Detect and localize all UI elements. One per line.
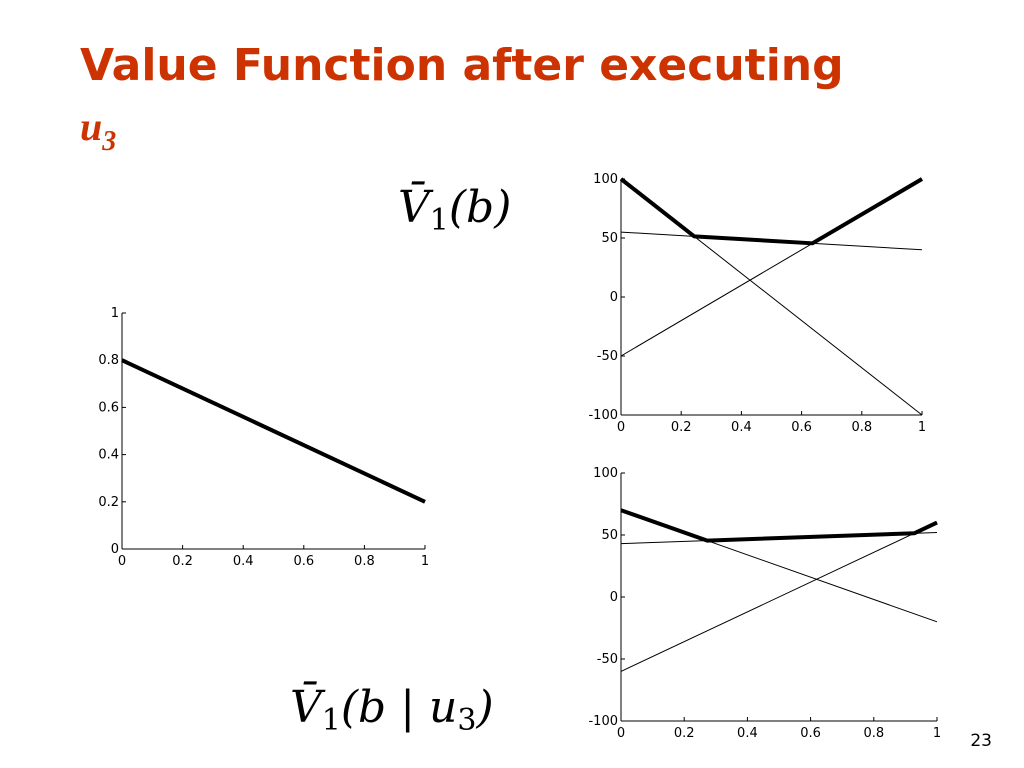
math-part: (b | u <box>341 682 457 733</box>
line <box>619 177 924 246</box>
x-tick-label: 0.4 <box>731 420 752 435</box>
math-part: V̄ <box>290 680 326 733</box>
subscript: 1 <box>322 703 341 738</box>
y-tick-label: 0.8 <box>98 353 119 368</box>
line <box>121 358 426 504</box>
x-tick-label: 0.2 <box>172 554 193 569</box>
x-tick-label: 1 <box>421 554 429 569</box>
x-tick-label: 0.4 <box>737 726 758 741</box>
line <box>620 522 938 672</box>
symbol: u <box>80 104 102 149</box>
y-tick-label: 0 <box>610 590 618 605</box>
x-tick-label: 0 <box>118 554 126 569</box>
x-tick-label: 0.6 <box>791 420 812 435</box>
symbol-subscript: 3 <box>101 126 116 157</box>
subscript: 3 <box>457 703 476 738</box>
y-tick-label: 0.2 <box>98 495 119 510</box>
math-part: (b) <box>449 182 512 233</box>
math-part: V̄ <box>398 180 434 233</box>
x-tick-label: 0.6 <box>800 726 821 741</box>
y-tick-label: 50 <box>601 528 618 543</box>
x-tick-label: 0.6 <box>293 554 314 569</box>
y-tick-label: 100 <box>593 466 618 481</box>
y-tick-label: -50 <box>597 349 618 364</box>
x-tick-label: 0.8 <box>851 420 872 435</box>
y-tick-label: 0 <box>610 290 618 305</box>
line <box>620 508 938 543</box>
x-tick-label: 1 <box>918 420 926 435</box>
y-tick-label: 100 <box>593 172 618 187</box>
y-tick-label: 0 <box>111 542 119 557</box>
y-tick-label: -50 <box>597 652 618 667</box>
x-tick-label: 0.8 <box>354 554 375 569</box>
y-tick-label: -100 <box>588 714 618 729</box>
y-tick-label: -100 <box>588 408 618 423</box>
x-tick-label: 0 <box>617 420 625 435</box>
math-part: ) <box>475 682 493 733</box>
x-tick-label: 0.2 <box>674 726 695 741</box>
title-symbol: u3 <box>80 104 116 157</box>
x-tick-label: 0.8 <box>863 726 884 741</box>
y-tick-label: 1 <box>111 306 119 321</box>
x-tick-label: 1 <box>933 726 941 741</box>
math-label: V̄1(b) <box>398 180 511 238</box>
y-tick-label: 50 <box>601 231 618 246</box>
page-number: 23 <box>970 731 992 751</box>
x-tick-label: 0.4 <box>233 554 254 569</box>
y-tick-label: 0.6 <box>98 400 119 415</box>
math-label: V̄1(b | u3) <box>290 680 494 738</box>
x-tick-label: 0 <box>617 726 625 741</box>
subscript: 1 <box>430 203 449 238</box>
y-tick-label: 0.4 <box>98 448 119 463</box>
x-tick-label: 0.2 <box>671 420 692 435</box>
slide-title: Value Function after executing <box>80 40 844 91</box>
